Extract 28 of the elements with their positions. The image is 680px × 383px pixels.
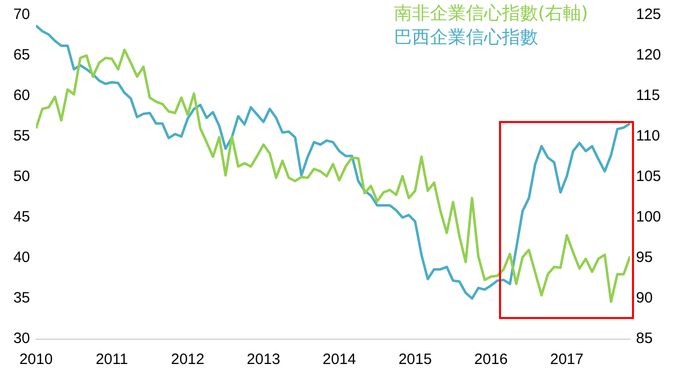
x-tick-label: 2011	[96, 351, 128, 368]
y2-tick-label: 85	[636, 330, 653, 348]
y2-tick-label: 90	[636, 290, 653, 307]
x-tick-label: 2012	[170, 351, 204, 368]
y2-tick-label: 105	[636, 168, 662, 186]
y-tick-label: 35	[13, 290, 30, 307]
x-tick-label: 2013	[246, 351, 280, 368]
y-tick-label: 45	[13, 208, 30, 226]
y2-tick-label: 95	[636, 249, 653, 266]
text: 巴西企業信心指數	[394, 26, 539, 50]
y2-tick-label: 120	[636, 46, 662, 64]
y-tick-label: 70	[13, 6, 30, 24]
y-tick-label: 40	[13, 249, 30, 266]
y2-tick-label: 125	[636, 6, 662, 24]
x-tick-label: 2014	[322, 351, 356, 368]
y2-tick-label: 110	[636, 128, 660, 145]
y-tick-label: 50	[13, 168, 30, 186]
y-tick-label: 65	[13, 46, 30, 64]
x-tick-label: 2015	[398, 351, 432, 368]
y-tick-label: 30	[13, 330, 30, 348]
y-tick-label: 55	[13, 128, 30, 145]
y2-tick-label: 115	[636, 87, 660, 104]
text: 南非企業信心指數(右軸)	[394, 2, 588, 26]
x-tick-label: 2010	[19, 351, 53, 368]
x-tick-label: 2017	[550, 351, 584, 368]
x-tick-label: 2016	[474, 351, 508, 368]
y-tick-label: 60	[13, 87, 30, 104]
y2-tick-label: 100	[636, 208, 662, 226]
